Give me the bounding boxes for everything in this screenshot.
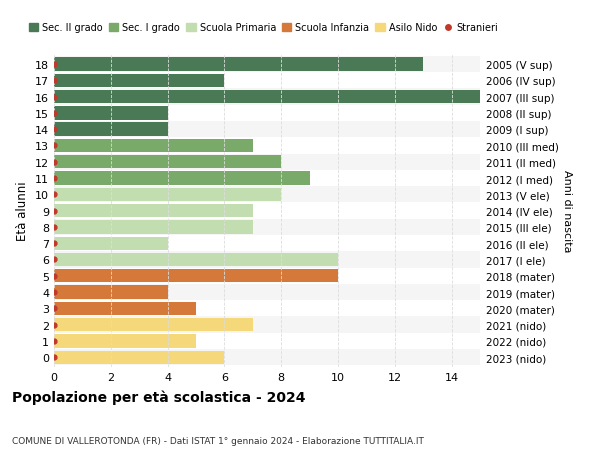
Bar [54, 317, 480, 333]
Bar [54, 286, 167, 299]
Text: Popolazione per età scolastica - 2024: Popolazione per età scolastica - 2024 [12, 389, 305, 404]
Bar [54, 237, 167, 250]
Bar [54, 138, 480, 154]
Bar [54, 219, 480, 235]
Bar [54, 221, 253, 234]
Bar [54, 269, 338, 283]
Bar [54, 203, 480, 219]
Bar [54, 349, 480, 365]
Y-axis label: Età alunni: Età alunni [16, 181, 29, 241]
Bar [54, 89, 480, 106]
Bar [54, 106, 480, 122]
Bar [54, 122, 480, 138]
Bar [54, 172, 310, 185]
Bar [54, 91, 480, 104]
Bar [54, 335, 196, 348]
Bar [54, 365, 480, 382]
Bar [54, 302, 196, 315]
Bar [54, 318, 253, 331]
Bar [54, 73, 480, 89]
Bar [54, 351, 224, 364]
Bar [54, 154, 480, 170]
Bar [54, 57, 480, 73]
Y-axis label: Anni di nascita: Anni di nascita [562, 170, 572, 252]
Bar [54, 235, 480, 252]
Bar [54, 301, 480, 317]
Text: COMUNE DI VALLEROTONDA (FR) - Dati ISTAT 1° gennaio 2024 - Elaborazione TUTTITAL: COMUNE DI VALLEROTONDA (FR) - Dati ISTAT… [12, 436, 424, 445]
Bar [54, 284, 480, 301]
Bar [54, 268, 480, 284]
Bar [54, 140, 253, 153]
Bar [54, 252, 480, 268]
Legend: Sec. II grado, Sec. I grado, Scuola Primaria, Scuola Infanzia, Asilo Nido, Stran: Sec. II grado, Sec. I grado, Scuola Prim… [25, 19, 502, 37]
Bar [54, 123, 167, 136]
Bar [54, 170, 480, 187]
Bar [54, 187, 480, 203]
Bar [54, 58, 423, 72]
Bar [54, 74, 224, 88]
Bar [54, 156, 281, 169]
Bar [54, 253, 338, 267]
Bar [54, 188, 281, 202]
Bar [54, 204, 253, 218]
Bar [54, 333, 480, 349]
Bar [54, 107, 167, 120]
